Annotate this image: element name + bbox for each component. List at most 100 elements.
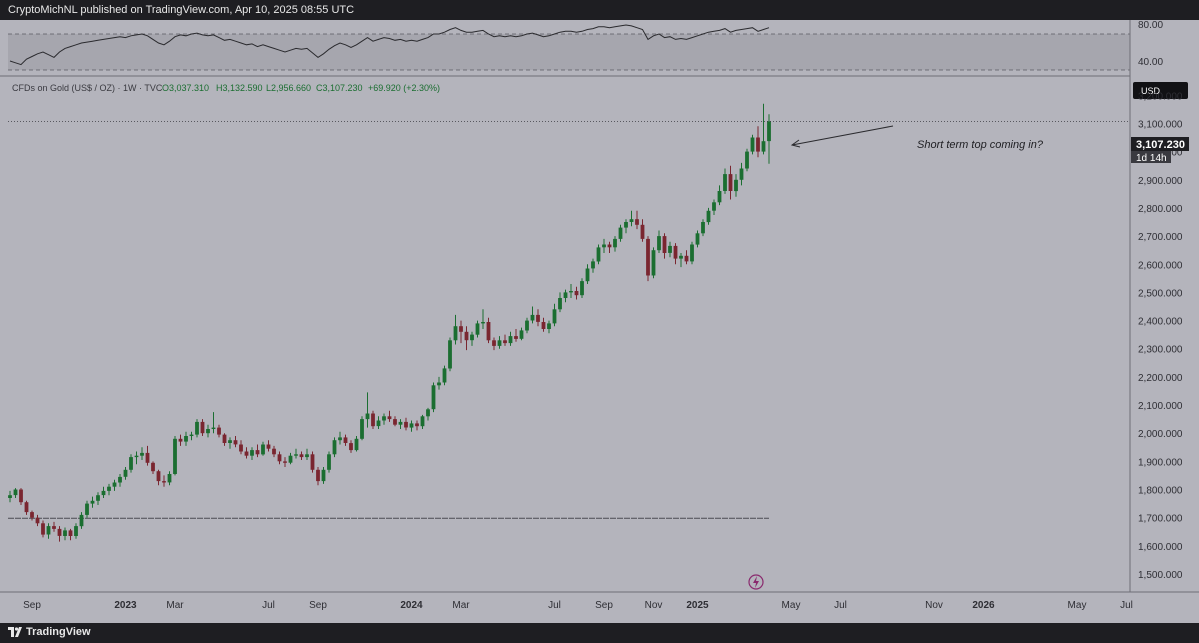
candle-body bbox=[123, 469, 128, 477]
candle bbox=[222, 433, 227, 446]
candle bbox=[79, 512, 84, 529]
candle-body bbox=[453, 326, 458, 341]
lightning-icon[interactable] bbox=[748, 574, 764, 590]
candle bbox=[723, 168, 727, 194]
candle-body bbox=[387, 416, 392, 420]
candle bbox=[591, 258, 595, 273]
annotation-text[interactable]: Short term top coming in? bbox=[917, 139, 1044, 151]
candle-body bbox=[129, 457, 133, 470]
candle-body bbox=[596, 247, 601, 262]
candle-body bbox=[30, 512, 34, 518]
candle bbox=[30, 510, 34, 521]
candle bbox=[250, 447, 254, 460]
chart-canvas[interactable]: 80.00 40.00 CFDs on Gold (US$ / OZ) · 1W… bbox=[0, 20, 1199, 623]
candle-body bbox=[437, 382, 441, 386]
candle bbox=[486, 317, 491, 344]
time-axis[interactable]: Sep 2023 Mar Jul Sep 2024 Mar Jul Sep Nov 2025 May J… bbox=[23, 600, 1133, 611]
candle-body bbox=[173, 438, 177, 474]
candle-body bbox=[349, 443, 353, 451]
x-tick-label: 2026 bbox=[972, 600, 995, 611]
y-tick-label: 2,900.000 bbox=[1138, 176, 1183, 187]
candle-body bbox=[679, 255, 683, 259]
candle-body bbox=[398, 421, 403, 425]
candle bbox=[701, 219, 705, 237]
candle-body bbox=[547, 323, 551, 329]
candle bbox=[178, 434, 183, 446]
annotation-arrowhead bbox=[790, 139, 801, 148]
candle-body bbox=[503, 340, 507, 344]
y-tick-label: 1,800.000 bbox=[1138, 486, 1183, 497]
candle bbox=[613, 236, 617, 252]
candle bbox=[662, 233, 667, 259]
candle-body bbox=[19, 489, 23, 503]
svg-text:H3,132.590: H3,132.590 bbox=[216, 83, 263, 93]
candle-body bbox=[712, 202, 716, 211]
candle-body bbox=[244, 451, 249, 456]
candle bbox=[255, 444, 260, 458]
candle-body bbox=[52, 526, 56, 529]
candle-body bbox=[514, 336, 518, 339]
candle-body bbox=[695, 233, 700, 245]
y-tick-label: 2,100.000 bbox=[1138, 401, 1183, 412]
candle bbox=[217, 424, 221, 438]
candle bbox=[640, 219, 645, 242]
candle bbox=[140, 447, 144, 460]
candle bbox=[464, 326, 469, 351]
candle bbox=[134, 451, 139, 465]
candle-body bbox=[189, 434, 194, 436]
candle bbox=[272, 445, 276, 458]
candle bbox=[607, 241, 612, 253]
candle-body bbox=[277, 454, 282, 462]
candle-body bbox=[404, 421, 408, 428]
candle bbox=[668, 241, 672, 258]
candle bbox=[497, 336, 502, 349]
x-tick-label: Sep bbox=[309, 600, 327, 611]
candle bbox=[536, 309, 540, 327]
candle-body bbox=[486, 322, 491, 341]
chart-frame[interactable] bbox=[0, 20, 1199, 623]
candle bbox=[734, 174, 738, 197]
candle-body bbox=[316, 469, 320, 482]
candle-body bbox=[525, 320, 529, 331]
candle bbox=[57, 526, 62, 542]
candle bbox=[305, 448, 309, 460]
candle-body bbox=[668, 245, 672, 253]
currency-badge-label: USD bbox=[1141, 86, 1161, 96]
candle bbox=[574, 286, 579, 300]
candle-body bbox=[745, 151, 749, 169]
candle-body bbox=[354, 438, 359, 451]
ohlc-open: O3,037.310 bbox=[162, 83, 209, 93]
tradingview-logo[interactable]: TradingView bbox=[8, 626, 91, 638]
candle bbox=[415, 420, 419, 431]
annotation-arrow[interactable] bbox=[791, 125, 894, 146]
last-price-value: 3,107.230 bbox=[1136, 139, 1185, 151]
candle-body bbox=[178, 438, 183, 442]
countdown-value: 1d 14h bbox=[1136, 153, 1167, 164]
candle bbox=[706, 207, 711, 225]
candle bbox=[431, 382, 436, 413]
currency-badge[interactable] bbox=[1133, 82, 1188, 99]
candle-body bbox=[134, 455, 139, 458]
candle bbox=[211, 412, 216, 434]
price-axis[interactable]: 3,200.0003,100.0003,000.0002,900.0002,80… bbox=[1138, 91, 1183, 581]
candle bbox=[239, 440, 243, 455]
candle bbox=[679, 253, 683, 268]
candle-body bbox=[459, 326, 463, 332]
candle-body bbox=[156, 471, 161, 482]
candle-body bbox=[574, 291, 579, 296]
candle-body bbox=[409, 423, 414, 428]
candle-body bbox=[85, 503, 89, 515]
candle-body bbox=[365, 413, 370, 420]
candle-body bbox=[222, 434, 227, 443]
candle bbox=[354, 436, 359, 452]
y-tick-label: 2,500.000 bbox=[1138, 288, 1183, 299]
candle-body bbox=[585, 268, 590, 282]
candle bbox=[118, 474, 122, 487]
candle bbox=[673, 243, 678, 265]
candle bbox=[492, 337, 496, 351]
candle bbox=[52, 521, 56, 532]
candle bbox=[156, 469, 161, 486]
candle bbox=[85, 500, 89, 518]
svg-text:C3,107.230: C3,107.230 bbox=[316, 83, 363, 93]
candle-body bbox=[464, 331, 469, 341]
